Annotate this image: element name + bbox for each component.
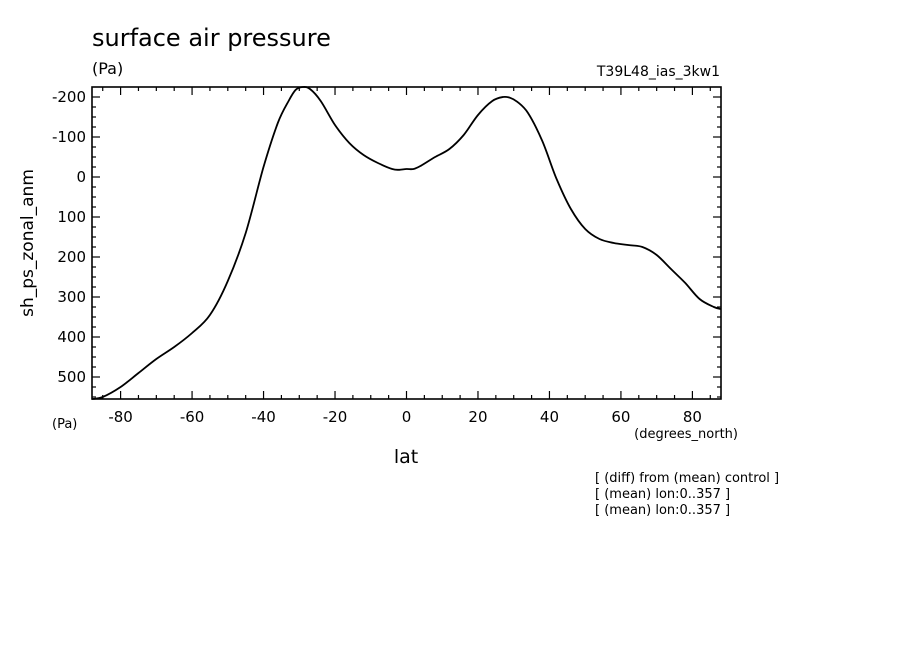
plot-area: -80 -60 -40 -20 0 20 40 60 80 -200-1000100200300… [52, 86, 722, 426]
x-tick-label: 80 [683, 408, 702, 426]
x-tick-label: 40 [540, 408, 559, 426]
x-tick-labels: -80 -60 -40 -20 0 20 40 60 80 [108, 408, 702, 426]
annotation-mean-lon-2: [ (mean) lon:0..357 ] [595, 503, 730, 518]
chart-title: surface air pressure [92, 24, 331, 52]
y-tick-label: -200 [52, 88, 86, 106]
chart-units: (Pa) [92, 59, 123, 78]
plot-frame [91, 86, 722, 400]
run-label: T39L48_ias_3kw1 [596, 64, 720, 80]
x-units: (degrees_north) [634, 427, 738, 442]
y-tick-label: -100 [52, 128, 86, 146]
x-tick-label: -60 [180, 408, 205, 426]
x-tick-label: 60 [611, 408, 630, 426]
series-line [91, 86, 722, 400]
x-tick-label: -20 [323, 408, 348, 426]
y-tick-label: 100 [57, 208, 86, 226]
y-axis-label: sh_ps_zonal_anm [18, 169, 38, 317]
y-units: (Pa) [52, 417, 77, 432]
tick-marks [92, 87, 721, 399]
y-tick-label: 200 [57, 248, 86, 266]
x-tick-label: 20 [468, 408, 487, 426]
y-tick-label: 300 [57, 288, 86, 306]
x-tick-label: 0 [402, 408, 412, 426]
x-tick-label: -40 [251, 408, 276, 426]
annotation-mean-lon-1: [ (mean) lon:0..357 ] [595, 487, 730, 502]
y-tick-label: 0 [76, 168, 86, 186]
x-tick-label: -80 [108, 408, 133, 426]
y-tick-labels: -200 -100 0 100 200 300 400 500 [52, 88, 86, 386]
x-axis-label: lat [394, 446, 418, 468]
annotation-diff: [ (diff) from (mean) control ] [595, 471, 779, 486]
y-tick-label: 400 [57, 328, 86, 346]
y-tick-label: 500 [57, 368, 86, 386]
